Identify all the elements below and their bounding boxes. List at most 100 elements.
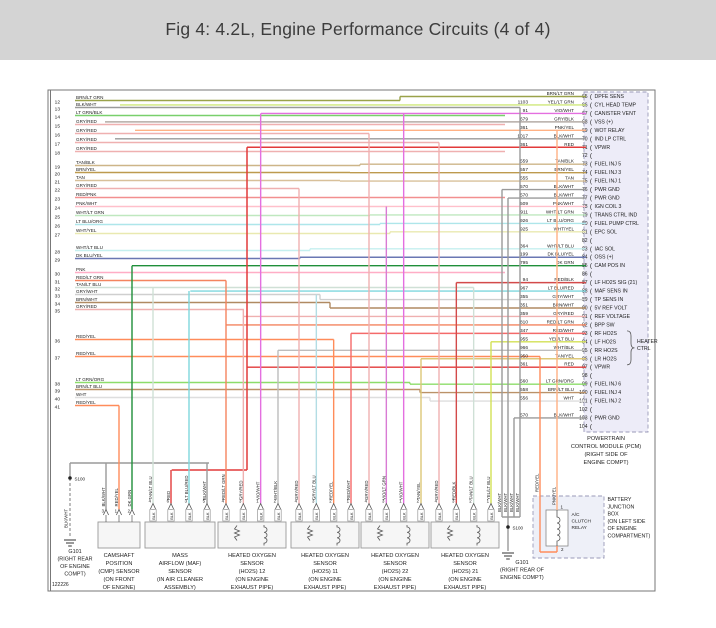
sensor-pin-number: 1 <box>487 499 490 504</box>
component-caption: EXHAUST PIPE) <box>231 585 274 591</box>
component-caption: (ON ENGINE <box>308 577 342 583</box>
pcm-pin-arc: ( <box>590 161 593 168</box>
wire-color-label: RED <box>166 491 171 500</box>
connector-tag <box>487 509 495 522</box>
left-wire-color: GRY/RED <box>76 304 98 309</box>
component-caption: (HO2S) 21 <box>452 569 479 575</box>
sensor-pin-number: 3 <box>185 499 188 504</box>
component-caption: (ON ENGINE <box>448 577 482 583</box>
left-wire-color: TAN <box>76 175 85 180</box>
sensor-pin-number: 3 <box>382 499 385 504</box>
connector-tag <box>203 509 211 522</box>
left-pin-number: 12 <box>55 100 61 106</box>
wire-color-label: WHT/BLK <box>273 481 278 500</box>
o2-element-icon <box>306 525 314 541</box>
left-wire-color: DK BLU/YEL <box>76 253 103 258</box>
component-caption: (ON ENGINE <box>235 577 269 583</box>
circuit-number: 955 <box>520 336 528 342</box>
left-wire-color: GRY/WHT <box>76 289 98 294</box>
connector-tag-label: BLK <box>332 512 336 520</box>
pcm-pin-label: CAM POS IN <box>595 263 626 269</box>
circuit-number: 950 <box>520 353 528 359</box>
pcm-pin-label: VPWR <box>595 365 611 371</box>
wire-color-label: BLK/WHT <box>503 493 508 512</box>
connector-tag-label: BLK <box>420 512 424 520</box>
pcm-pin-label: 5V REF VOLT <box>595 306 629 312</box>
connector-tag <box>435 509 443 522</box>
connector-tag-label: BLK <box>368 512 372 520</box>
left-wire-color: WHT <box>76 392 87 397</box>
left-pin-number: 38 <box>55 382 61 388</box>
pcm-pin-arc: ( <box>590 246 593 253</box>
pcm-pin-arc: ( <box>590 136 593 143</box>
pcm-pin-arc: ( <box>590 305 593 312</box>
pcm-pin-arc: ( <box>590 144 593 151</box>
battery-box-caption: JUNCTION <box>608 504 635 510</box>
circuit-number: 558 <box>520 387 528 393</box>
pcm-pin-arc: ( <box>590 322 593 329</box>
pcm-wire-color: RED/WHT <box>553 328 575 333</box>
circuit-number: 94 <box>523 277 529 283</box>
connector-tag <box>274 509 282 522</box>
pcm-wire-color: GRY/BLK <box>554 116 575 121</box>
left-wire-color: GRY/RED <box>76 137 98 142</box>
left-wire-color: RED/YEL <box>76 334 96 339</box>
pcm-pin-arc: ( <box>590 170 593 177</box>
pcm-caption: POWERTRAIN <box>587 436 625 442</box>
sensor-pin-number: 2 <box>469 499 472 504</box>
wire-color-label: TAN/LT BLU <box>469 476 474 500</box>
pcm-wire-color: LT BLU/ORG <box>547 218 574 223</box>
left-pin-number: 33 <box>55 294 61 300</box>
connector-arrow-icon <box>383 502 390 510</box>
pcm-pin-label: OSS (+) <box>595 255 614 261</box>
pcm-pin-label: FUEL INJ 5 <box>595 162 622 168</box>
pcm-pin-arc: ( <box>590 280 593 287</box>
left-wire-color: TAN/BLK <box>76 160 96 165</box>
connector-arrow-icon <box>400 502 407 510</box>
wire-color-label: TAN/LT BLU <box>148 476 153 500</box>
relay-coil-icon <box>556 510 561 546</box>
circuit-number: 925 <box>520 226 528 232</box>
circuit-number: 679 <box>520 116 528 122</box>
ground-caption: ENGINE COMPT) <box>500 575 544 581</box>
pcm-caption: (RIGHT SIDE OF <box>584 452 628 458</box>
pcm-wire-color: DK BLU/YEL <box>547 252 574 257</box>
pcm-pin-label: VPWR <box>595 145 611 151</box>
pcm-wire-color: BLK/WHT <box>554 412 575 417</box>
component-caption: (IN AIR CLEANER <box>157 577 203 583</box>
splice-label: S100 <box>513 526 524 531</box>
component-caption: (HO2S) 11 <box>312 569 338 575</box>
circuit-number: 570 <box>520 184 528 190</box>
component-caption: SENSOR <box>383 561 407 567</box>
pcm-wire-color: BLK/WHT <box>554 193 575 198</box>
left-wire-color: WHT/YEL <box>76 228 97 233</box>
battery-box-caption: (ON LEFT SIDE <box>608 519 646 525</box>
connector-tag <box>470 509 478 522</box>
connector-tag <box>257 509 265 522</box>
left-wire-color: BLK/WHT <box>76 102 97 107</box>
connector-arrow-icon <box>366 502 372 510</box>
pcm-pin-label: TRANS CTRL IND <box>595 212 638 218</box>
pcm-pin-label: IGN COIL 3 <box>595 204 622 210</box>
relay-label: A/C <box>572 512 581 518</box>
wire-color-label: PNK/YEL <box>552 486 557 505</box>
component-caption: (HO2S) 22 <box>382 569 409 575</box>
ground-caption: G101 <box>68 549 81 555</box>
wire-color-label: VIO/LT GRN <box>381 476 386 500</box>
battery-box-caption: BOX <box>608 512 620 518</box>
connector-tag <box>222 509 230 522</box>
pcm-pin-label: TP SENS IN <box>595 297 624 303</box>
sensor-pin-number: 1 <box>256 499 259 504</box>
connector-tag <box>452 509 460 522</box>
pcm-pin-arc: ( <box>590 212 593 219</box>
pcm-wire-color: BRN/WHT <box>553 303 575 308</box>
sensor-pin-number: 1 <box>347 499 350 504</box>
heater-ctrl-label: CTRL <box>637 346 651 352</box>
circuit-number: 359 <box>520 311 528 317</box>
heater-coil-icon <box>476 525 481 546</box>
component-caption: HEATED OXYGEN <box>441 553 489 559</box>
heater-ctrl-brace <box>626 330 635 366</box>
left-pin-number: 14 <box>55 115 61 121</box>
component-box-ho2s-12 <box>217 521 287 549</box>
left-wire-color: LT BLU/ORG <box>76 219 103 224</box>
